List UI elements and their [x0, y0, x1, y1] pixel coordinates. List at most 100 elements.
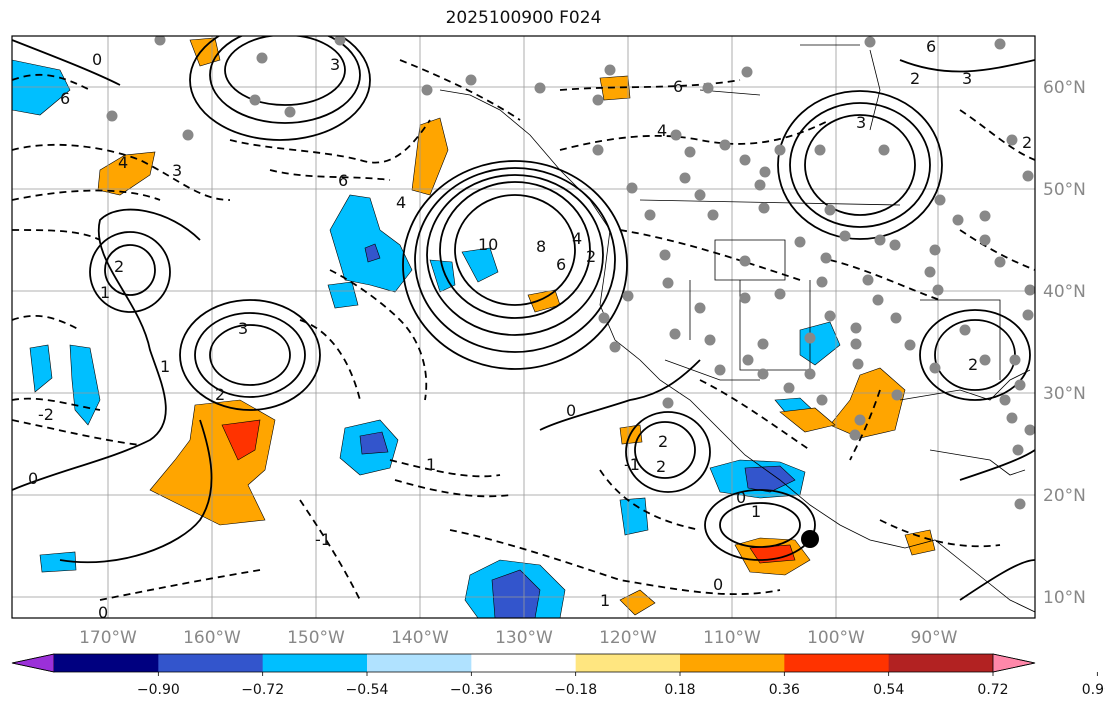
colorbar-tick-label: −0.18	[554, 682, 597, 698]
lon-tick-label: 160°W	[183, 628, 241, 648]
colorbar-segment	[575, 654, 681, 672]
shade-red-big	[221, 419, 261, 461]
lon-tick-label: 130°W	[495, 628, 553, 648]
shade-blue-pac-s	[39, 551, 77, 573]
shade-orange-car	[904, 529, 936, 556]
shade-blue-sw	[619, 497, 649, 536]
contour-label: 2	[215, 385, 225, 404]
contour-label: 1	[160, 357, 170, 376]
colorbar-segment	[158, 654, 264, 672]
contour-label: 1	[600, 591, 610, 610]
contour-label: 1	[751, 502, 761, 521]
contour-label: 8	[536, 237, 546, 256]
contour-label: -1	[624, 455, 640, 474]
colorbar-tick-label: −0.90	[137, 682, 180, 698]
storm-marker	[801, 530, 819, 548]
lat-axis: 60°N 50°N 40°N 30°N 20°N 10°N	[1043, 78, 1086, 608]
map-background	[12, 36, 1035, 618]
colorbar-tick-label: 0.72	[977, 682, 1008, 698]
colorbar-segment	[784, 654, 890, 672]
colorbar-tick-label: 0.54	[873, 682, 904, 698]
contour-label: 6	[60, 89, 70, 108]
contour-label: 4	[118, 153, 128, 172]
shade-blue-mid-core	[359, 431, 389, 455]
shade-orange-gulf	[829, 367, 906, 439]
colorbar-outline	[11, 653, 1036, 673]
contour-label: 0	[98, 603, 108, 622]
contour-label: 3	[856, 113, 866, 132]
solid-contours	[12, 36, 1035, 601]
colorbar-segment	[888, 654, 994, 672]
lat-tick-label: 50°N	[1043, 180, 1086, 200]
lon-axis: 170°W 160°W 150°W 140°W 130°W 120°W 110°…	[79, 628, 958, 648]
shade-blue-ne-pac	[429, 259, 456, 293]
contour-label: 3	[238, 319, 248, 338]
lat-tick-label: 30°N	[1043, 384, 1086, 404]
contour-label: 4	[396, 193, 406, 212]
shade-orange-gulf2	[779, 407, 836, 433]
contour-label: 4	[572, 229, 582, 248]
colorbar-tick-label: 0.90	[1082, 682, 1105, 698]
lat-tick-label: 40°N	[1043, 282, 1086, 302]
contour-label: 2	[114, 257, 124, 276]
shade-orange-n2	[599, 75, 631, 101]
contour-label: 6	[338, 171, 348, 190]
contour-label: 0	[566, 401, 576, 420]
lon-tick-label: 150°W	[287, 628, 345, 648]
colorbar-segment	[471, 654, 577, 672]
lat-tick-label: 60°N	[1043, 78, 1086, 98]
map-title: 2025100900 F024	[445, 8, 602, 28]
shade-blue-w	[29, 344, 53, 393]
shade-blue-small1	[327, 281, 359, 309]
lat-tick-label: 20°N	[1043, 486, 1086, 506]
colorbar-segment	[262, 654, 368, 672]
contour-labels: 0 6 3 4 3 2 1 3 2 1 -2 0 6 4 10 8 6 4 2 …	[28, 37, 1032, 622]
shade-blue-central-core	[364, 243, 381, 263]
contour-label: 3	[172, 161, 182, 180]
contour-label: 0	[713, 575, 723, 594]
colorbar-tick-label: −0.36	[450, 682, 493, 698]
shade-orange-sw	[619, 589, 656, 616]
lon-tick-label: 140°W	[391, 628, 449, 648]
station-dots	[106, 36, 1035, 510]
contour-label: 6	[556, 255, 566, 274]
lon-tick-label: 100°W	[807, 628, 865, 648]
shade-blue-central	[329, 194, 413, 293]
contour-label: 2	[968, 355, 978, 374]
contour-label: 2	[658, 432, 668, 451]
colorbar-segment	[680, 654, 785, 672]
contour-label: 1	[426, 455, 436, 474]
map-frame	[11, 35, 1036, 619]
contour-label: 2	[1022, 133, 1032, 152]
colorbar-tick-label: 0.36	[769, 682, 800, 698]
contour-label: 4	[657, 121, 667, 140]
contour-label: 3	[962, 69, 972, 88]
colorbar-segment	[54, 654, 159, 672]
map-panel: 0 6 3 4 3 2 1 3 2 1 -2 0 6 4 10 8 6 4 2 …	[11, 35, 1036, 622]
contour-label: -1	[315, 530, 331, 549]
shade-blue-s-core	[491, 569, 541, 618]
shade-blue-mexico-core	[744, 465, 796, 493]
lon-tick-label: 90°W	[911, 628, 958, 648]
contour-label: 1	[100, 283, 110, 302]
contour-label: -2	[38, 405, 54, 424]
contour-label: 6	[926, 37, 936, 56]
contour-label: 2	[586, 247, 596, 266]
colorbar: −0.90 −0.72 −0.54 −0.36 −0.18 0.18 0.36 0.54 0.7…	[11, 653, 1105, 698]
shade-blue-low	[461, 247, 499, 283]
shade-orange-ak	[411, 117, 449, 196]
colorbar-tick-label: −0.72	[241, 682, 284, 698]
contour-label: 0	[736, 488, 746, 507]
shade-blue-nw	[12, 59, 71, 116]
contour-label: 6	[673, 77, 683, 96]
contour-label: 2	[656, 457, 666, 476]
lon-tick-label: 170°W	[79, 628, 137, 648]
gridlines	[12, 36, 1035, 618]
contour-label: 3	[330, 55, 340, 74]
contour-label: 2	[910, 69, 920, 88]
contour-lines	[12, 36, 1035, 601]
colorbar-tick-label: 0.18	[664, 682, 695, 698]
dashed-contours	[12, 59, 1035, 601]
lon-tick-label: 120°W	[599, 628, 657, 648]
